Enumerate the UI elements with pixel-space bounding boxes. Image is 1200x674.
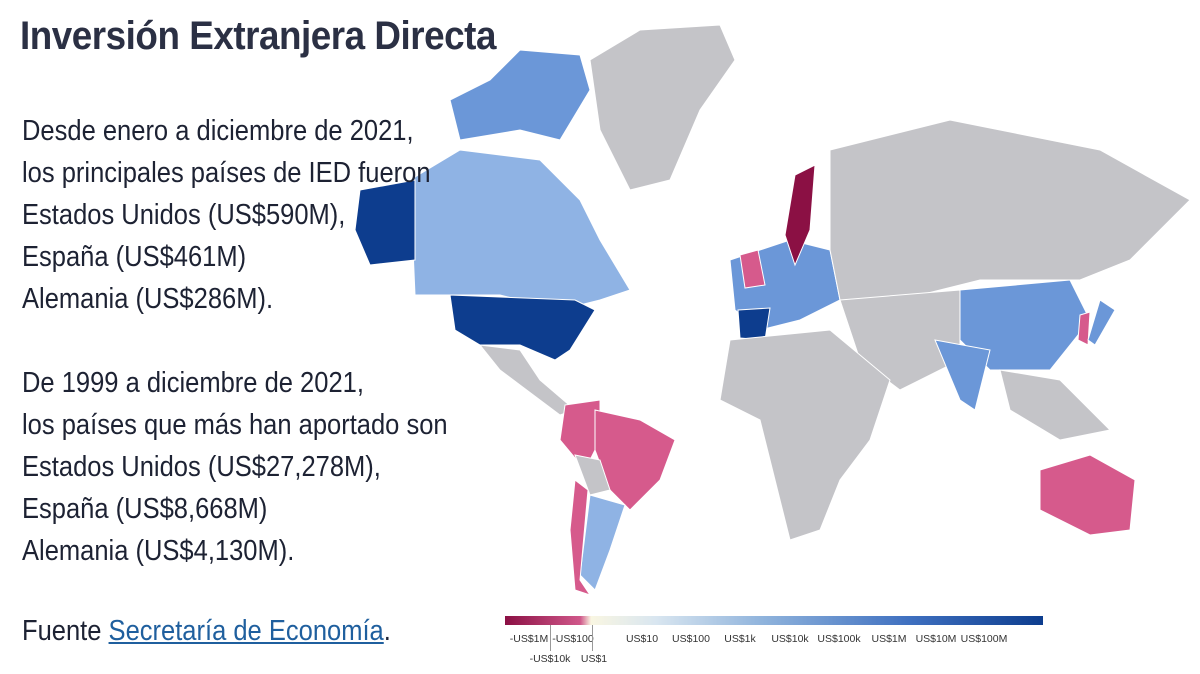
russia-asia [829,119,1191,301]
text-line: España (US$461M) [22,241,247,273]
southeast-asia [999,369,1112,441]
legend-tick: US$100M [960,633,1008,645]
legend-tick-line [550,625,551,651]
page-title: Inversión Extranjera Directa [20,14,496,58]
brazil [594,409,676,511]
text-line: De 1999 a diciembre de 2021, [22,367,364,399]
text-line: España (US$8,668M) [22,493,268,525]
sweden [784,164,816,267]
legend-tick-line [592,625,593,651]
text-line: Alemania (US$286M). [22,283,274,315]
india [934,339,991,411]
paragraph-historical: De 1999 a diciembre de 2021, los países … [22,362,448,572]
legend-tick: US$100 [672,633,710,645]
bolivia [574,454,611,496]
legend-tick: US$1 [580,653,608,665]
spain [737,307,771,341]
china [959,279,1091,371]
korea [1077,311,1091,346]
legend-tick: -US$1M [509,633,549,645]
paragraph-2021: Desde enero a diciembre de 2021, los pri… [22,110,431,320]
color-legend: -US$1M -US$100 US$10 US$100 US$1k US$10k… [505,616,1043,665]
chile [569,479,592,596]
text-line: Alemania (US$4,130M). [22,535,295,567]
legend-tick: US$10k [771,633,809,645]
canada [409,149,631,311]
colombia-peru [559,399,601,471]
legend-tick: US$100k [817,633,861,645]
text-line: los principales países de IED fueron [22,157,431,189]
usa [449,294,596,361]
australia [1039,454,1136,536]
canada-islands [449,49,591,141]
africa [719,329,891,541]
legend-tick: US$10 [625,633,659,645]
text-line: Desde enero a diciembre de 2021, [22,115,414,147]
legend-tick: -US$10k [529,653,571,665]
greenland [589,24,736,191]
legend-tick: US$1M [871,633,907,645]
source-prefix: Fuente [22,615,109,647]
source-line: Fuente Secretaría de Economía. [22,615,391,648]
source-suffix: . [383,615,391,647]
legend-tick: -US$100 [552,633,594,645]
legend-tick: US$10M [915,633,957,645]
legend-tick: US$1k [724,633,756,645]
text-line: Estados Unidos (US$27,278M), [22,451,381,483]
legend-gradient-bar [505,616,1043,625]
text-line: los países que más han aportado son [22,409,448,441]
text-line: Estados Unidos (US$590M), [22,199,346,231]
japan [1087,299,1116,346]
source-link[interactable]: Secretaría de Economía [108,615,384,647]
alaska [354,179,416,266]
uk [739,249,766,289]
